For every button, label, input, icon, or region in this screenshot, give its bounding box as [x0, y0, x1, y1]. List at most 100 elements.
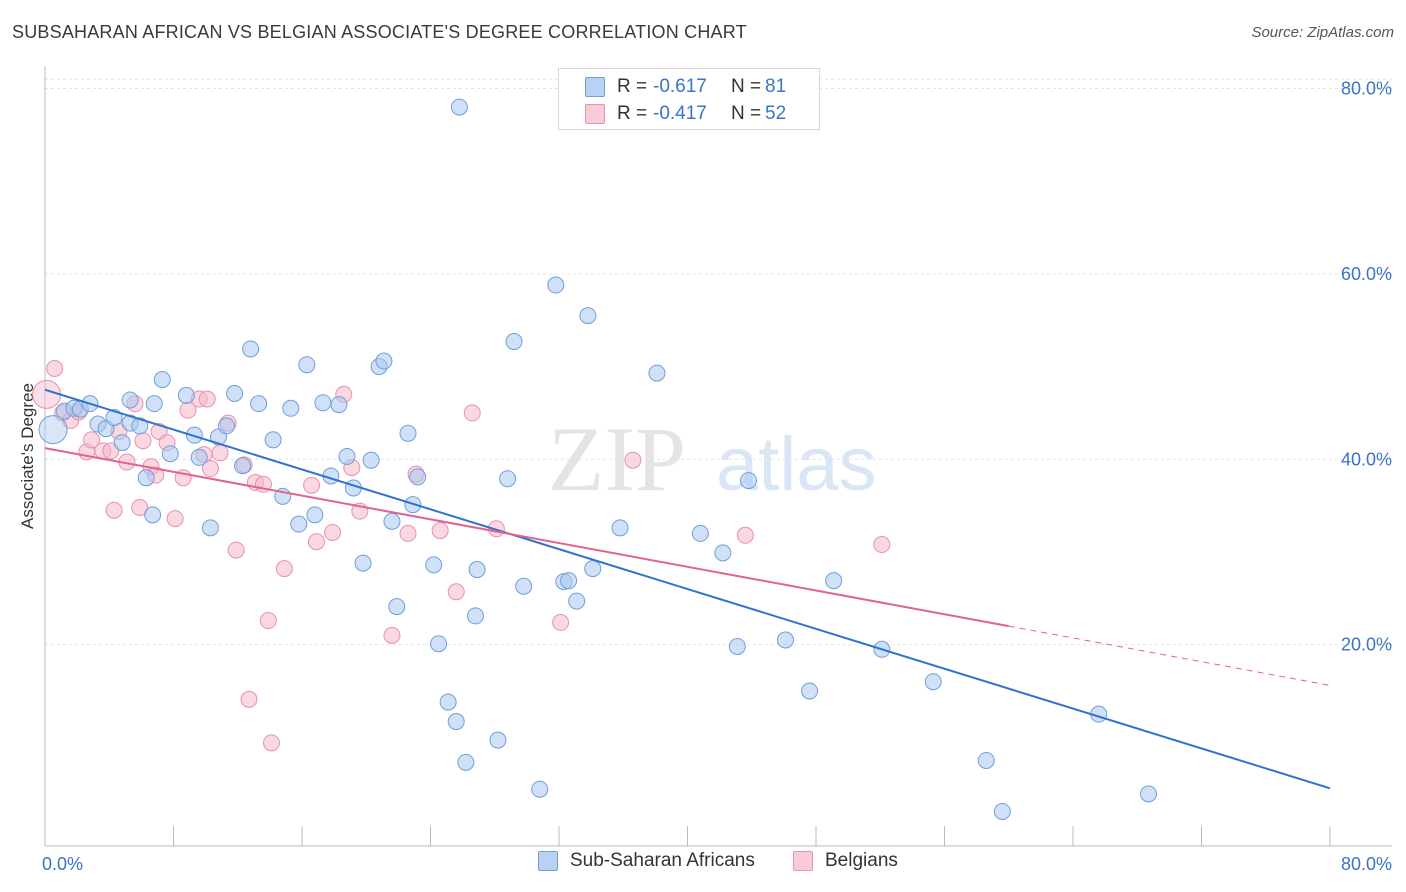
sub-saharan-africans-point [425, 556, 443, 574]
belgians-point [447, 583, 465, 601]
sub-saharan-africans-point [121, 391, 139, 409]
sub-saharan-africans-points [38, 98, 1157, 820]
belgians-point [873, 536, 891, 554]
sub-saharan-africans-point [505, 333, 523, 351]
belgians-trendline [44, 447, 1009, 628]
sub-saharan-africans-point [430, 635, 448, 653]
stats-legend: R = -0.617 N = 81 R = -0.417 N = 52 [558, 68, 820, 130]
x-tick-label-max: 80.0% [1341, 854, 1392, 874]
legend-swatch-blue [585, 77, 605, 97]
sub-saharan-africans-point [547, 276, 565, 294]
bottom-legend-label-sub-saharan: Sub-Saharan Africans [570, 850, 755, 871]
belgians-trendline-extension [1008, 625, 1331, 686]
sub-saharan-africans-point [218, 417, 236, 435]
sub-saharan-africans-point [447, 713, 465, 731]
sub-saharan-africans-point [993, 802, 1011, 820]
belgians-point [46, 359, 64, 377]
sub-saharan-africans-point [38, 415, 68, 445]
sub-saharan-africans-point [362, 451, 380, 469]
sub-saharan-africans-point [153, 371, 171, 389]
sub-saharan-africans-point [728, 637, 746, 655]
belgians-point [166, 510, 184, 528]
legend-swatch-pink [585, 104, 605, 124]
sub-saharan-africans-point [489, 731, 507, 749]
sub-saharan-africans-point [531, 780, 549, 798]
sub-saharan-africans-point [144, 506, 162, 524]
belgians-point [324, 523, 342, 541]
watermark-atlas: atlas [716, 422, 877, 507]
sub-saharan-africans-point [242, 340, 260, 358]
belgians-point [105, 501, 123, 519]
sub-saharan-africans-point [924, 673, 942, 691]
sub-saharan-africans-point [177, 386, 195, 404]
sub-saharan-africans-point [113, 434, 131, 452]
bottom-legend-belgians: Belgians [793, 850, 898, 872]
sub-saharan-africans-point [338, 447, 356, 465]
sub-saharan-africans-point [439, 693, 457, 711]
sub-saharan-africans-point [977, 751, 995, 769]
sub-saharan-africans-point [584, 560, 602, 578]
belgians-point [552, 613, 570, 631]
legend-row-sub-saharan: R = -0.617 N = 81 [585, 74, 786, 100]
belgians-point [201, 460, 219, 478]
belgians-point [227, 541, 245, 559]
y-tick-label: 60.0% [1341, 264, 1392, 284]
sub-saharan-africans-point [298, 356, 316, 374]
belgians-point [307, 533, 325, 551]
belgians-point [32, 379, 62, 409]
belgians-point [399, 524, 417, 542]
watermark-zip: ZIP [548, 408, 686, 510]
belgians-point [736, 526, 754, 544]
sub-saharan-africans-point [457, 753, 475, 771]
sub-saharan-africans-point [383, 512, 401, 530]
y-tick-label: 40.0% [1341, 449, 1392, 469]
sub-saharan-africans-point [450, 98, 468, 116]
belgians-point [262, 734, 280, 752]
sub-saharan-africans-point [568, 592, 586, 610]
watermark: ZIP atlas [548, 408, 877, 510]
sub-saharan-africans-point [145, 395, 163, 413]
belgians-points [32, 359, 891, 752]
sub-saharan-africans-point [131, 417, 149, 435]
x-tick-label-min: 0.0% [42, 854, 83, 874]
sub-saharan-africans-point [282, 399, 300, 417]
legend-n-value: 81 [765, 76, 787, 97]
legend-r-label: R = [617, 76, 648, 97]
sub-saharan-africans-point [499, 470, 517, 488]
sub-saharan-africans-point [234, 457, 252, 475]
belgians-point [624, 451, 642, 469]
belgians-point [211, 444, 229, 462]
bottom-legend-swatch-blue [538, 851, 558, 871]
sub-saharan-africans-point [409, 468, 427, 486]
legend-n-label: N = [731, 103, 762, 124]
sub-saharan-africans-point [354, 554, 372, 572]
trendlines [44, 388, 1331, 790]
belgians-point [83, 431, 101, 449]
sub-saharan-africans-point [515, 577, 533, 595]
belgians-point [259, 612, 277, 630]
bottom-legend-label-belgians: Belgians [825, 850, 898, 871]
belgians-point [131, 498, 149, 516]
bottom-legend-sub-saharan: Sub-Saharan Africans [538, 850, 755, 872]
legend-n-value: 52 [765, 103, 787, 124]
sub-saharan-africans-point [714, 544, 732, 562]
belgians-point [463, 404, 481, 422]
legend-r-value: -0.617 [653, 76, 707, 97]
belgians-point [431, 522, 449, 540]
sub-saharan-africans-point [201, 519, 219, 537]
sub-saharan-africans-point [740, 472, 758, 490]
sub-saharan-africans-point [1139, 785, 1157, 803]
sub-saharan-africans-point [290, 515, 308, 533]
sub-saharan-africans-point [226, 384, 244, 402]
sub-saharan-africans-point [314, 394, 332, 412]
source-credit: Source: ZipAtlas.com [1251, 24, 1394, 41]
y-tick-label: 20.0% [1341, 635, 1392, 655]
belgians-point [240, 690, 258, 708]
sub-saharan-africans-trendline [44, 388, 1331, 790]
sub-saharan-africans-point [560, 572, 578, 590]
axes [44, 66, 1392, 847]
sub-saharan-africans-point [388, 598, 406, 616]
sub-saharan-africans-point [190, 448, 208, 466]
sub-saharan-africans-point [468, 561, 486, 579]
sub-saharan-africans-point [375, 352, 393, 370]
